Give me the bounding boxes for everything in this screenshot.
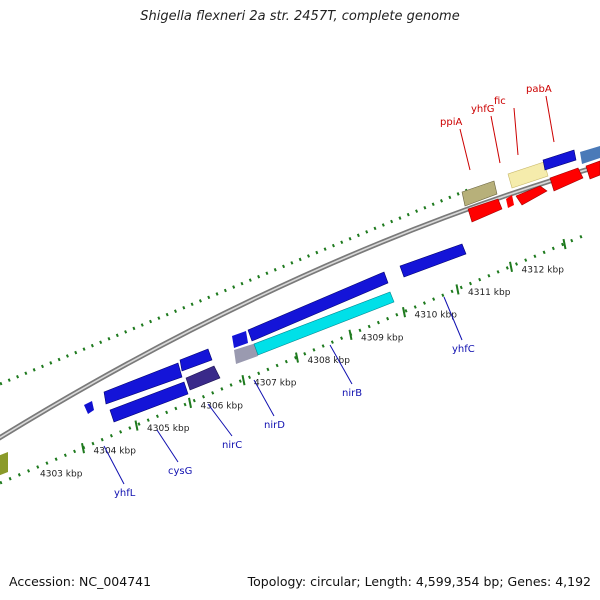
gene-feature-upper-3[interactable] (232, 331, 248, 348)
kbp-tick-label: 4304 kbp (94, 447, 137, 457)
gene-label-cysG[interactable]: cysG (168, 466, 192, 477)
gene-feature-long[interactable] (247, 271, 389, 342)
gene-label-leader (490, 115, 501, 164)
gene-feature-red-1[interactable] (467, 198, 503, 223)
major-tick-mark (81, 443, 85, 454)
gene-yhfL-feature[interactable] (0, 452, 8, 479)
inner-tick-row (0, 233, 586, 485)
gene-nirD-feature[interactable] (234, 343, 258, 364)
outer-tick-row (0, 187, 471, 386)
major-tick-mark (188, 397, 192, 409)
gene-label-nirB[interactable]: nirB (342, 388, 362, 399)
gene-ppiA-feature[interactable] (461, 180, 498, 207)
gene-label-yhfL[interactable]: yhfL (114, 488, 136, 499)
kbp-tick-label: 4308 kbp (308, 356, 351, 366)
genome-backbone (0, 163, 600, 441)
gene-label-leader (253, 379, 275, 417)
gene-label-yhfC[interactable]: yhfC (452, 344, 475, 355)
gene-yhfC-feature[interactable] (399, 243, 467, 278)
forward-strand-genes (461, 146, 600, 223)
kbp-tick-label: 4311 kbp (468, 288, 511, 298)
gene-fic-feature[interactable] (507, 161, 549, 189)
major-tick-mark (562, 238, 567, 250)
genome-summary-text: Topology: circular; Length: 4,599,354 bp… (247, 574, 591, 589)
gene-label-leader (459, 128, 471, 171)
major-tick-mark (402, 306, 406, 318)
major-tick-mark (509, 261, 513, 272)
major-tick-mark (295, 352, 299, 363)
reverse-strand-genes (0, 243, 467, 479)
major-tick-mark (348, 329, 353, 341)
kbp-tick-label: 4309 kbp (361, 333, 404, 343)
gene-feature-red-3[interactable] (549, 167, 584, 192)
gene-label-nirD[interactable]: nirD (264, 420, 285, 431)
gene-feature-red-2[interactable] (515, 185, 548, 206)
gene-nirB-feature[interactable] (253, 291, 395, 356)
gene-nirC-feature[interactable] (185, 365, 221, 391)
gene-feature-right-1[interactable] (580, 146, 600, 164)
gene-label-pabA[interactable]: pabA (526, 84, 552, 95)
major-tick-mark (455, 284, 460, 295)
gene-yhfG-feature[interactable] (506, 195, 514, 208)
accession-text: Accession: NC_004741 (9, 574, 152, 589)
gene-label-leader (103, 445, 125, 485)
gene-feature-red-4[interactable] (585, 160, 600, 180)
major-tick-mark (241, 375, 246, 386)
kbp-tick-label: 4307 kbp (254, 379, 297, 389)
gene-label-yhfG[interactable]: yhfG (471, 104, 495, 115)
kbp-tick-label: 4306 kbp (201, 401, 244, 411)
gene-label-leader (443, 296, 463, 341)
gene-label-leader (207, 403, 233, 437)
gene-pabA-feature[interactable] (542, 149, 577, 171)
gene-label-leader (513, 107, 519, 156)
gene-label-leader (156, 429, 179, 463)
gene-label-leader (545, 95, 555, 143)
gene-feature-small[interactable] (84, 401, 94, 414)
kbp-tick-labels: 4303 kbp 4304 kbp 4305 kbp 4306 kbp 4307 kbp… (40, 265, 564, 479)
gene-feature-upper-2[interactable] (179, 348, 213, 372)
kbp-tick-label: 4305 kbp (147, 424, 190, 434)
genome-title: Shigella flexneri 2a str. 2457T, complet… (140, 9, 460, 24)
gene-label-leader (329, 344, 353, 385)
kbp-tick-label: 4310 kbp (415, 311, 458, 321)
kbp-tick-label: 4312 kbp (522, 265, 565, 275)
kbp-tick-label: 4303 kbp (40, 469, 83, 479)
major-tick-marks (81, 238, 567, 454)
gene-label-nirC[interactable]: nirC (222, 440, 242, 451)
gene-cysG-feature[interactable] (109, 381, 189, 423)
gene-label-fic[interactable]: fic (494, 96, 506, 107)
reverse-gene-labels: yhfL cysG nirC nirD nirB yhfC (103, 296, 475, 499)
gene-label-ppiA[interactable]: ppiA (440, 117, 462, 128)
gene-feature-upper-1[interactable] (103, 362, 183, 405)
major-tick-mark (134, 420, 139, 431)
